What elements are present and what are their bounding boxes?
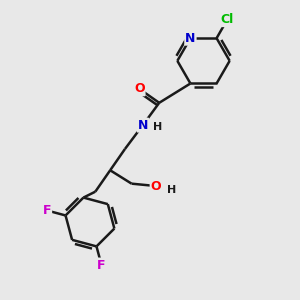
Text: Cl: Cl	[221, 13, 234, 26]
Text: N: N	[185, 32, 196, 45]
Text: H: H	[167, 184, 176, 195]
Text: O: O	[134, 82, 145, 95]
Text: F: F	[97, 259, 106, 272]
Text: O: O	[151, 179, 161, 193]
Text: F: F	[43, 204, 51, 217]
Text: H: H	[153, 122, 162, 133]
Text: N: N	[138, 118, 148, 132]
